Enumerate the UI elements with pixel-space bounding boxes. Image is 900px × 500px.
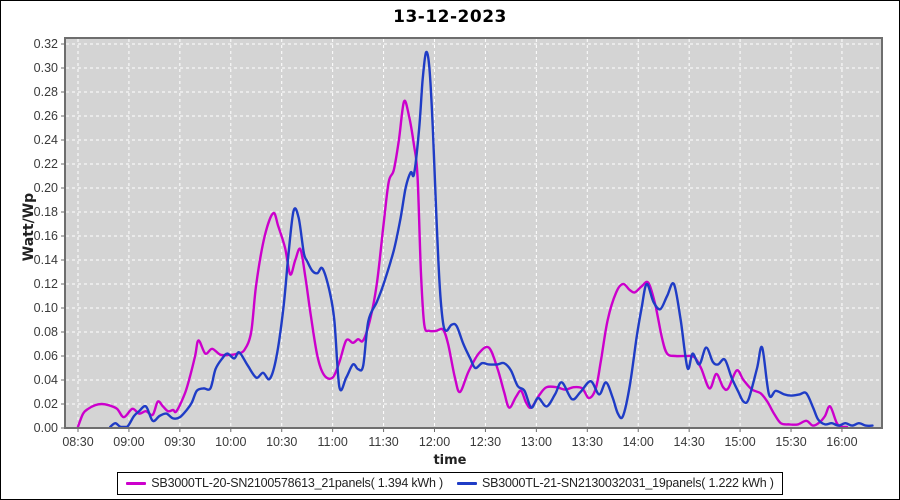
x-tick-label: 12:30	[470, 435, 501, 449]
x-tick-label: 11:30	[368, 435, 398, 449]
x-tick-label: 15:30	[775, 435, 806, 449]
y-tick-label: 0.12	[34, 277, 58, 291]
legend-label: SB3000TL-21-SN2130032031_19panels( 1.222…	[482, 476, 774, 490]
y-tick-label: 0.10	[34, 301, 58, 315]
legend-item-sb3000tl-21: SB3000TL-21-SN2130032031_19panels( 1.222…	[457, 476, 774, 490]
legend-line-swatch-blue	[457, 481, 477, 485]
y-tick-label: 0.04	[34, 373, 58, 387]
x-tick-label: 13:30	[572, 435, 603, 449]
x-tick-label: 09:30	[164, 435, 195, 449]
legend-item-sb3000tl-20: SB3000TL-20-SN2100578613_21panels( 1.394…	[126, 476, 443, 490]
chart-title: 13-12-2023	[393, 7, 507, 27]
x-tick-label: 12:00	[419, 435, 450, 449]
gridlines	[66, 39, 881, 427]
y-tick-label: 0.00	[34, 421, 58, 435]
y-tick-label: 0.32	[34, 37, 58, 51]
y-tick-label: 0.08	[34, 325, 58, 339]
legend-label: SB3000TL-20-SN2100578613_21panels( 1.394…	[151, 476, 443, 490]
x-tick-label: 15:00	[724, 435, 755, 449]
y-tick-label: 0.18	[34, 205, 58, 219]
y-tick-label: 0.30	[34, 61, 58, 75]
y-axis-ticks: 0.00 0.02 0.04 0.06 0.08 0.10 0.12 0.14 0.16 0.18…	[34, 37, 65, 435]
x-tick-label: 10:30	[266, 435, 297, 449]
x-tick-label: 14:30	[674, 435, 705, 449]
x-tick-label: 13:00	[521, 435, 552, 449]
y-tick-label: 0.24	[34, 133, 58, 147]
y-tick-label: 0.22	[34, 157, 58, 171]
x-tick-label: 08:30	[62, 435, 93, 449]
y-axis-label: Watt/Wp	[21, 192, 37, 262]
x-tick-label: 11:00	[317, 435, 347, 449]
y-tick-label: 0.02	[34, 397, 58, 411]
y-tick-label: 0.14	[34, 253, 58, 267]
x-tick-label: 09:00	[113, 435, 144, 449]
legend-line-swatch-magenta	[126, 481, 147, 485]
y-tick-label: 0.06	[34, 349, 58, 363]
plot-border	[64, 37, 883, 429]
y-tick-label: 0.26	[34, 109, 58, 123]
x-tick-label: 14:00	[623, 435, 654, 449]
plot-area: 0.00 0.02 0.04 0.06 0.08 0.10 0.12 0.14 0.16 0.18…	[34, 37, 883, 449]
legend: SB3000TL-20-SN2100578613_21panels( 1.394…	[117, 472, 783, 495]
x-axis-label: time	[433, 453, 467, 468]
x-tick-label: 16:00	[826, 435, 857, 449]
y-tick-label: 0.20	[34, 181, 58, 195]
series-line-0	[76, 99, 849, 429]
plot-background	[65, 38, 882, 428]
x-axis-ticks: 08:30 09:00 09:30 10:00 10:30 11:00 11:30 12:00…	[62, 428, 858, 449]
series-line-1	[109, 50, 874, 429]
y-tick-label: 0.28	[34, 85, 58, 99]
x-tick-label: 10:00	[215, 435, 246, 449]
y-tick-label: 0.16	[34, 229, 58, 243]
